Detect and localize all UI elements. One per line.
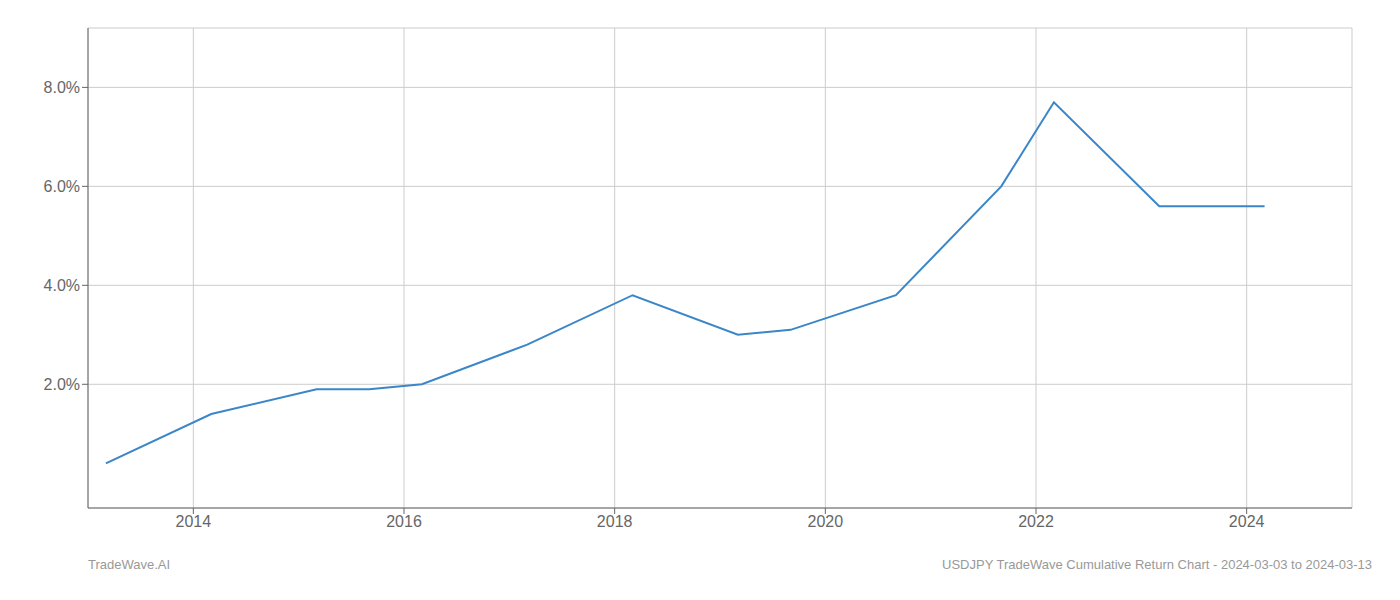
svg-text:4.0%: 4.0% [44,277,80,294]
svg-text:2022: 2022 [1018,513,1054,530]
svg-text:2018: 2018 [597,513,633,530]
svg-text:2016: 2016 [386,513,422,530]
svg-text:2024: 2024 [1229,513,1265,530]
svg-text:8.0%: 8.0% [44,79,80,96]
svg-text:2020: 2020 [808,513,844,530]
svg-text:6.0%: 6.0% [44,178,80,195]
html-text:USDJPY TradeWave Cumulative Re: USDJPY TradeWave Cumulative Return Chart… [942,557,1372,572]
svg-text:2.0%: 2.0% [44,376,80,393]
html-text:TradeWave.AI: TradeWave.AI [88,557,171,572]
svg-text:2014: 2014 [176,513,212,530]
